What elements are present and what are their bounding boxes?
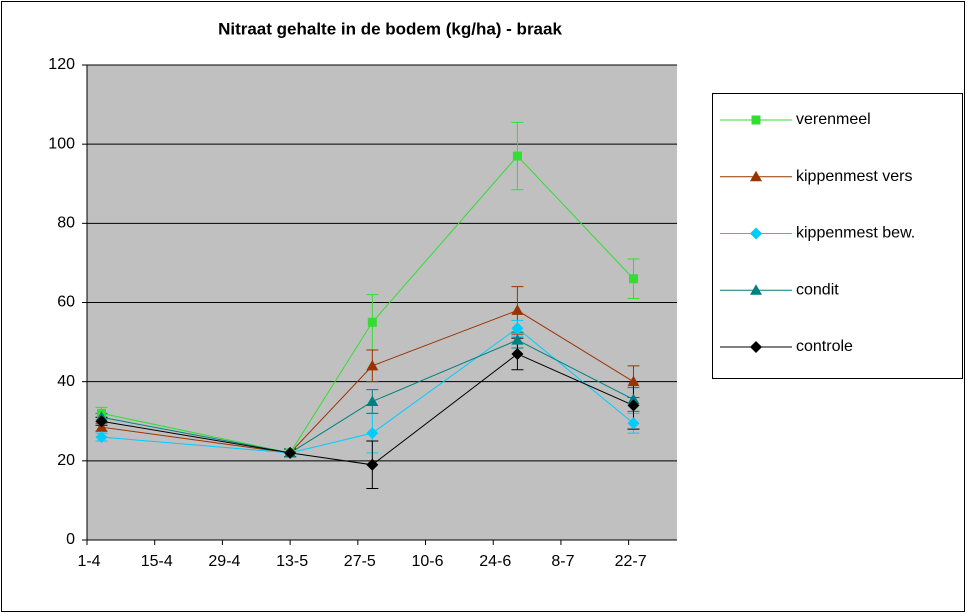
data-point — [627, 399, 640, 412]
legend-marker — [750, 341, 762, 353]
legend-label: controle — [796, 338, 853, 355]
y-tick-label: 40 — [57, 373, 75, 390]
data-point — [628, 274, 638, 284]
legend-marker — [750, 170, 762, 182]
legend-label: kippenmest vers — [796, 168, 913, 185]
data-point — [366, 458, 379, 471]
data-point — [511, 334, 524, 345]
data-point — [511, 322, 524, 335]
data-point — [512, 151, 522, 161]
y-tick-label: 20 — [57, 452, 75, 469]
legend-marker — [750, 284, 762, 295]
data-point — [366, 359, 379, 371]
data-point — [366, 395, 379, 406]
x-tick-label: 29-4 — [208, 553, 240, 570]
legend-label: condit — [796, 281, 839, 298]
y-tick-label: 0 — [66, 531, 75, 548]
data-point — [366, 427, 379, 440]
legend-marker — [750, 227, 762, 240]
x-tick-label: 27-5 — [344, 553, 376, 570]
x-tick-label: 10-6 — [412, 553, 444, 570]
data-point — [95, 431, 108, 444]
x-tick-label: 8-7 — [551, 553, 574, 570]
data-point — [627, 393, 640, 404]
x-tick-label: 22-7 — [615, 553, 647, 570]
data-point — [627, 375, 640, 387]
data-point — [367, 317, 377, 327]
y-tick-label: 120 — [48, 56, 75, 73]
x-tick-label: 1-4 — [77, 553, 100, 570]
chart-title: Nitraat gehalte in de bodem (kg/ha) - br… — [218, 19, 562, 38]
data-point — [95, 415, 108, 428]
y-tick-label: 80 — [57, 215, 75, 232]
x-tick-label: 13-5 — [276, 553, 308, 570]
data-point — [627, 417, 640, 430]
legend-marker — [751, 115, 761, 125]
y-tick-label: 100 — [48, 135, 75, 152]
data-point — [511, 304, 524, 315]
legend-label: kippenmest bew. — [796, 225, 915, 242]
data-point — [511, 347, 524, 360]
x-tick-label: 24-6 — [479, 553, 511, 570]
x-tick-label: 15-4 — [141, 553, 173, 570]
y-tick-label: 60 — [57, 294, 75, 311]
data-point — [284, 446, 297, 459]
legend-label: verenmeel — [796, 111, 871, 128]
